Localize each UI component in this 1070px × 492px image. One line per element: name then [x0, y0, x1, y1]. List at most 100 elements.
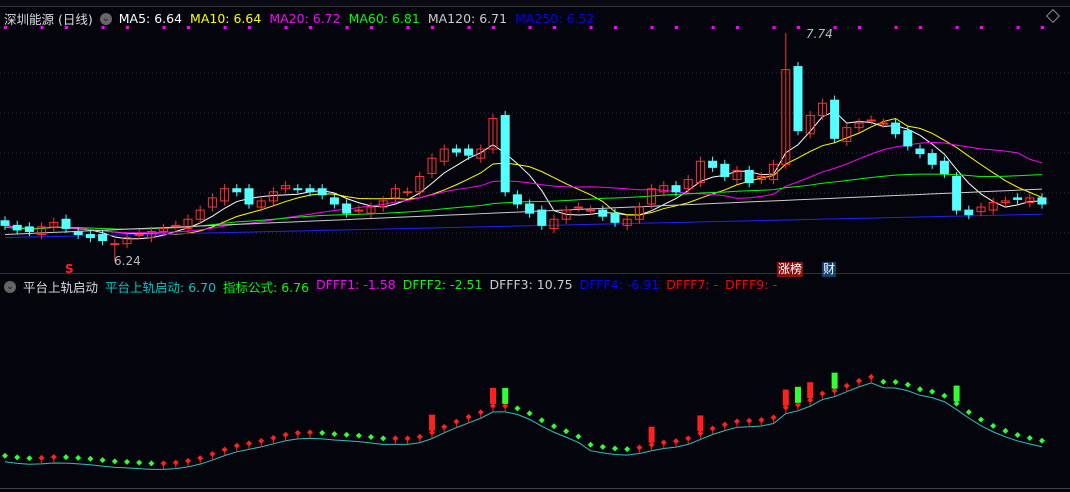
candle-down — [512, 194, 522, 205]
indicator-line — [4, 382, 1043, 470]
indicator-diamond-up — [770, 414, 777, 421]
indicator-diamond-up — [185, 457, 191, 464]
signal-dot — [223, 26, 227, 29]
signal-dot — [858, 26, 861, 29]
signal-dot — [431, 26, 434, 29]
indicator-diamond-down — [929, 388, 936, 395]
indicator-legend-item-6: DFFF7: - — [666, 277, 719, 292]
indicator-diamond-up — [673, 438, 679, 445]
candle-up — [878, 122, 888, 125]
indicator-bar — [782, 389, 789, 406]
signal-dot — [736, 26, 739, 29]
signal-dot — [65, 26, 68, 29]
candle-down — [939, 160, 949, 174]
chevron-down-icon[interactable]: ⌄ — [4, 280, 16, 293]
indicator-diamond-up — [648, 441, 655, 448]
indicator-diamond-down — [575, 433, 582, 440]
candle-up — [207, 197, 217, 208]
indicator-diamond-up — [270, 434, 277, 441]
candle-down — [61, 218, 71, 229]
indicator-diamond-down — [904, 381, 911, 388]
indicator-diamond-down — [2, 452, 8, 459]
indicator-diamond-up — [807, 397, 814, 404]
badge-cai[interactable]: 财 — [822, 262, 837, 277]
chevron-down-icon[interactable]: ⌄ — [99, 12, 112, 25]
indicator-diamond-up — [392, 435, 399, 442]
signal-dot — [4, 26, 7, 29]
indicator-diamond-down — [978, 416, 984, 423]
candle-up — [378, 200, 388, 208]
candle-down — [927, 153, 937, 165]
candle-up — [805, 114, 815, 135]
candle-up — [769, 163, 779, 181]
candle-up — [586, 209, 596, 212]
indicator-bar — [697, 415, 704, 432]
candle-up — [1025, 197, 1035, 203]
candle-up — [756, 176, 766, 181]
candle-down — [1013, 197, 1023, 200]
indicator-diamond-up — [197, 455, 204, 462]
indicator-bar — [648, 426, 655, 443]
indicator-diamond-down — [526, 410, 533, 417]
candle-up — [842, 127, 852, 142]
indicator-diamond-down — [917, 386, 923, 393]
signal-dot — [833, 26, 837, 29]
candle-up — [781, 69, 791, 165]
candle-up — [732, 169, 742, 181]
indicator-diamond-down — [538, 417, 545, 424]
ma60-line — [4, 173, 1043, 230]
indicator-legend-item-2: DFFF1: -1.58 — [316, 277, 396, 292]
signal-dot — [797, 26, 800, 29]
candle-down — [329, 197, 339, 205]
indicator-diamond-up — [709, 425, 716, 432]
candle-up — [159, 227, 169, 232]
indicator-diamond-down — [26, 455, 33, 462]
indicator-diamond-down — [514, 405, 521, 412]
indicator-diamond-down — [87, 455, 94, 462]
candle-down — [500, 114, 510, 193]
candle-down — [1037, 197, 1047, 205]
indicator-diamond-up — [697, 430, 704, 437]
ma-legend: MA5: 6.64 MA10: 6.64 MA20: 6.72 MA60: 6.81 M… — [119, 11, 595, 26]
indicator-diamond-down — [563, 428, 570, 435]
indicator-bar — [795, 386, 801, 403]
ma-legend-item-0: MA5: 6.64 — [118, 11, 183, 26]
candle-up — [183, 218, 193, 229]
indicator-diamond-down — [990, 422, 997, 429]
indicator-legend: 平台上轨启动: 6.70 指标公式: 6.76 DFFF1: -1.58 DFFF2:… — [105, 277, 777, 296]
indicator-diamond-down — [587, 441, 594, 448]
candle-up — [634, 206, 644, 220]
indicator-diamond-down — [63, 454, 69, 461]
candle-down — [73, 230, 83, 236]
candle-up — [647, 188, 657, 205]
indicator-diamond-down — [111, 458, 118, 465]
candle-down — [24, 226, 34, 232]
indicator-diamond-up — [453, 418, 460, 425]
signal-dot — [1041, 26, 1044, 29]
candle-up — [110, 243, 120, 246]
indicator-name: 平台上轨启动 — [23, 280, 99, 295]
indicator-legend-item-3: DFFF2: -2.51 — [402, 277, 483, 292]
indicator-diamond-up — [868, 373, 875, 380]
indicator-diamond-up — [782, 404, 789, 411]
badge-zhangbang[interactable]: 涨榜 — [777, 262, 804, 277]
candle-down — [891, 122, 901, 135]
candle-down — [671, 185, 681, 193]
candle-up — [549, 218, 559, 229]
indicator-diamond-down — [880, 378, 887, 385]
price-panel-header: 深圳能源 (日线) ⌄ MA5: 6.64 MA10: 6.64 MA20: 6.7… — [4, 9, 594, 28]
indicator-bar — [831, 372, 838, 389]
candle-down — [903, 130, 913, 147]
candle-up — [817, 102, 827, 116]
candle-up — [390, 188, 400, 199]
candle-down — [317, 188, 327, 196]
candle-up — [171, 224, 181, 227]
candle-up — [683, 179, 693, 190]
candle-up — [366, 206, 376, 214]
signal-dot — [919, 26, 922, 29]
candle-up — [1000, 200, 1010, 203]
stock-name: 深圳能源 (日线) — [4, 12, 93, 27]
candle-down — [451, 148, 461, 153]
indicator-diamond-down — [551, 423, 557, 430]
